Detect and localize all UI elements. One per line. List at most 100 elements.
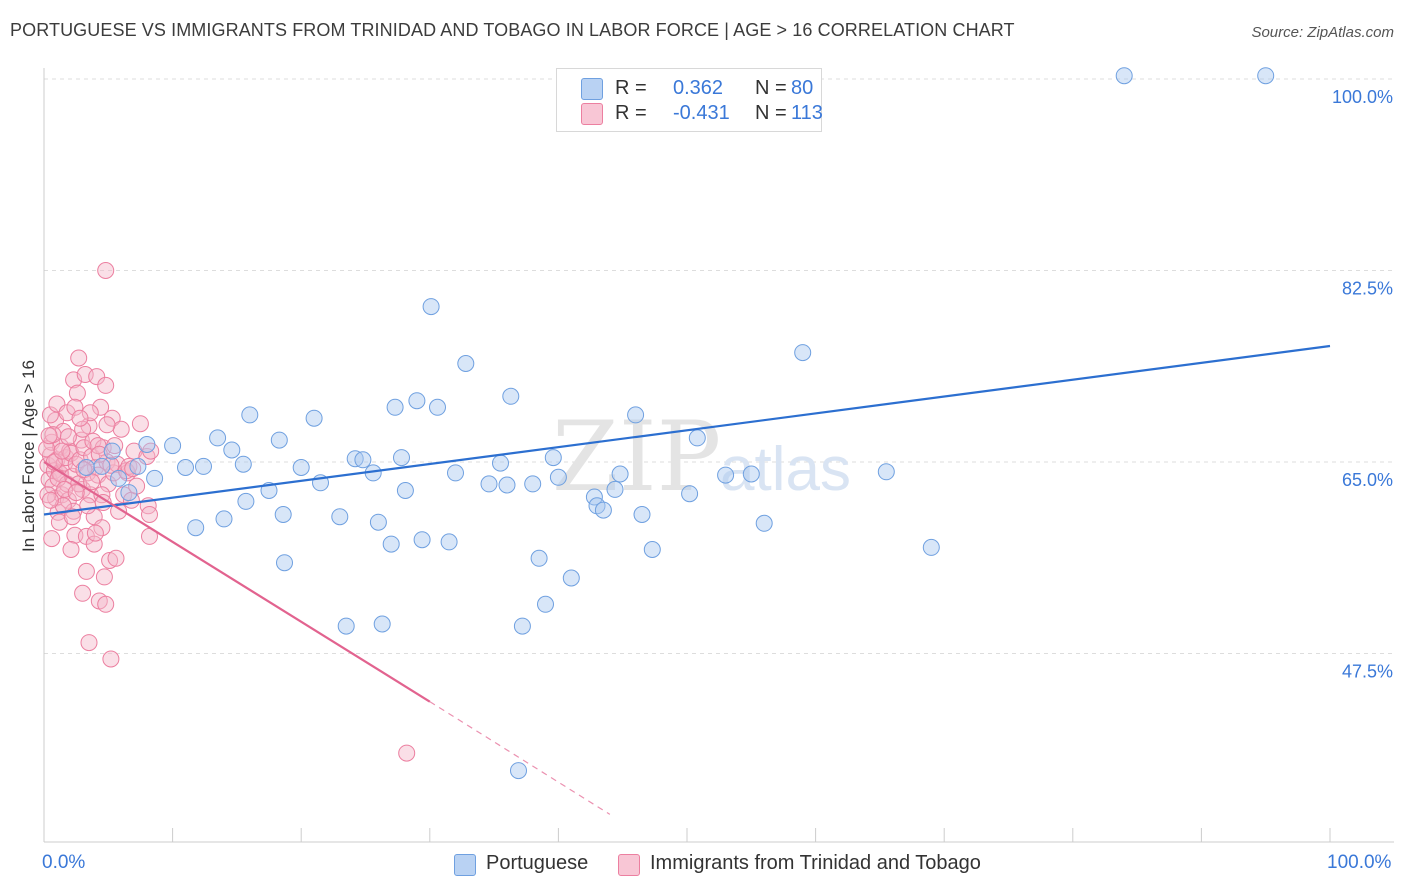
- trinidad-point: [71, 409, 89, 427]
- portuguese-point: [498, 476, 516, 494]
- stats-legend: R = 0.362 N = 80 R = -0.431 N = 113: [556, 68, 823, 132]
- n-value: 113: [791, 102, 823, 124]
- legend-label: Immigrants from Trinidad and Tobago: [650, 852, 981, 874]
- portuguese-point: [440, 533, 458, 551]
- trinidad-point: [97, 595, 115, 613]
- portuguese-point: [93, 457, 111, 475]
- r-value: -0.431: [673, 102, 730, 124]
- trinidad-point: [88, 368, 106, 386]
- trinidad-point: [86, 524, 104, 542]
- trinidad-point: [80, 634, 98, 652]
- trinidad-point: [102, 456, 120, 474]
- trinidad-swatch: [581, 103, 603, 125]
- portuguese-point: [129, 457, 147, 475]
- portuguese-point: [177, 459, 194, 476]
- trinidad-trend-line: [43, 461, 431, 703]
- r-value: 0.362: [673, 77, 724, 99]
- trinidad-point: [110, 502, 128, 520]
- source-label: Source: ZipAtlas.com: [1251, 24, 1394, 41]
- portuguese-point: [594, 501, 612, 519]
- trinidad-point: [92, 398, 110, 416]
- trinidad-point: [102, 650, 120, 668]
- trinidad-point: [41, 491, 59, 509]
- trinidad-point: [74, 420, 92, 438]
- legend-label: Portuguese: [486, 852, 589, 874]
- portuguese-point: [681, 485, 699, 503]
- axis-layer: [43, 68, 1394, 843]
- portuguese-trend-line: [43, 344, 1331, 516]
- portuguese-point: [524, 475, 542, 493]
- trinidad-point: [74, 584, 92, 602]
- portuguese-point: [270, 431, 288, 449]
- portuguese-point: [237, 492, 255, 510]
- trinidad-point: [141, 506, 158, 523]
- trinidad-points: [38, 262, 416, 762]
- trinidad-point: [75, 461, 93, 479]
- trinidad-point: [53, 442, 71, 460]
- portuguese-point: [354, 451, 372, 469]
- portuguese-point: [386, 398, 404, 416]
- portuguese-point: [922, 538, 940, 556]
- portuguese-point: [549, 468, 567, 486]
- portuguese-point: [408, 392, 426, 410]
- y-axis-label: In Labor Force | Age > 16: [19, 360, 38, 552]
- portuguese-point: [877, 463, 895, 481]
- portuguese-point: [513, 617, 531, 635]
- series-legend: Portuguese Immigrants from Trinidad and …: [0, 852, 1406, 878]
- portuguese-swatch: [454, 854, 476, 876]
- portuguese-point: [413, 531, 431, 549]
- trend-lines: [43, 344, 1331, 815]
- n-label: N =: [755, 102, 787, 124]
- y-tick-label: 47.5%: [1342, 662, 1393, 682]
- portuguese-point: [103, 442, 121, 460]
- trinidad-point: [68, 384, 86, 402]
- trinidad-point: [79, 497, 97, 515]
- watermark-zip: ZIP: [552, 401, 721, 513]
- portuguese-point: [530, 549, 548, 567]
- x-max-label: 100.0%: [1327, 852, 1392, 873]
- x-min-label: 0.0%: [42, 852, 86, 873]
- portuguese-point: [77, 459, 95, 476]
- trinidad-point: [97, 376, 115, 394]
- portuguese-point: [502, 387, 520, 405]
- r-label: R =: [615, 77, 647, 99]
- portuguese-point: [234, 455, 252, 473]
- portuguese-point: [223, 441, 241, 459]
- y-tick-label: 82.5%: [1342, 279, 1393, 299]
- trinidad-point: [66, 398, 84, 416]
- portuguese-point: [195, 457, 212, 475]
- portuguese-point: [120, 484, 138, 502]
- portuguese-point: [241, 406, 259, 424]
- trinidad-point: [81, 404, 99, 422]
- portuguese-point: [164, 437, 182, 455]
- trinidad-point: [62, 541, 80, 558]
- trinidad-point: [112, 420, 130, 438]
- portuguese-point: [274, 506, 292, 523]
- portuguese-point: [611, 465, 629, 483]
- chart-title: PORTUGUESE VS IMMIGRANTS FROM TRINIDAD A…: [10, 20, 1015, 40]
- portuguese-point: [369, 513, 387, 531]
- portuguese-point: [562, 569, 580, 587]
- y-tick-labels: 47.5% 65.0% 82.5% 100.0%: [1332, 87, 1393, 682]
- portuguese-point: [422, 298, 440, 316]
- y-tick-label: 100.0%: [1332, 87, 1393, 107]
- trinidad-point: [107, 549, 125, 567]
- portuguese-point: [447, 464, 464, 482]
- portuguese-point: [742, 465, 760, 483]
- portuguese-point: [794, 344, 812, 362]
- portuguese-point: [187, 519, 205, 537]
- portuguese-point: [215, 510, 233, 528]
- portuguese-point: [1257, 67, 1275, 85]
- watermark-atlas: atlas: [720, 435, 851, 504]
- r-label: R =: [615, 102, 647, 124]
- watermark: ZIP atlas: [552, 401, 851, 513]
- portuguese-point: [717, 466, 735, 484]
- trinidad-point: [67, 484, 85, 502]
- portuguese-point: [110, 469, 128, 487]
- portuguese-point: [627, 406, 645, 424]
- portuguese-swatch: [581, 78, 603, 100]
- portuguese-point: [276, 554, 293, 572]
- trinidad-point: [101, 552, 119, 569]
- trinidad-point: [99, 475, 117, 493]
